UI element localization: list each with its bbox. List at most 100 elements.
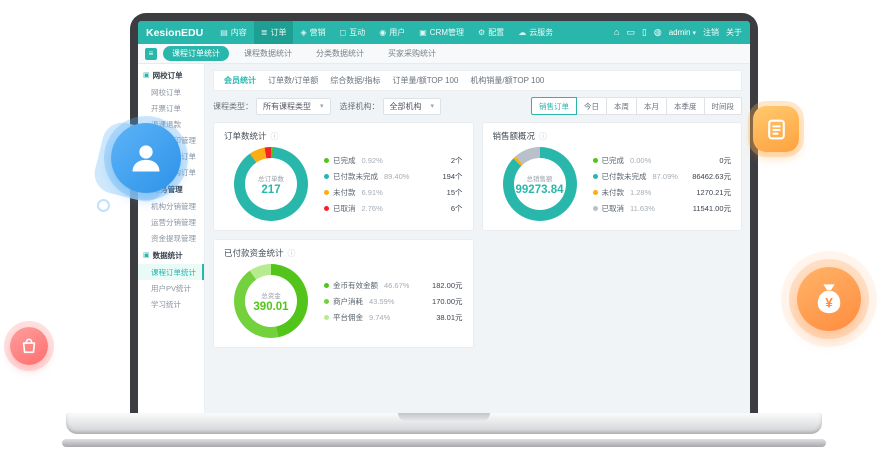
sidebar-item[interactable]: 开票订单 — [151, 103, 181, 113]
content-tab-4[interactable]: 订单量/额TOP 100 — [392, 76, 459, 85]
info-icon[interactable]: ⓘ — [270, 131, 279, 141]
legend-percent: 11.63% — [630, 203, 655, 213]
info-icon[interactable]: ⓘ — [539, 131, 548, 141]
legend-value: 38.01元 — [436, 312, 463, 322]
donut-center-label: 总资金 — [261, 292, 281, 300]
filter-row: 课程类型： 所有课程类型 ▾ 选择机构： 全部机构 ▾ 销售订单 今日 本周 本月 本季… — [213, 97, 742, 115]
donut-center-label: 总订单数 — [258, 175, 284, 183]
logout-link[interactable]: 注销 — [703, 28, 719, 37]
content-tab-3[interactable]: 综合数据/指标 — [330, 76, 381, 85]
info-icon[interactable]: ⓘ — [287, 248, 296, 258]
tab-1[interactable]: 课程订单统计 — [163, 46, 229, 61]
legend-percent: 89.40% — [384, 171, 410, 181]
range-button-4[interactable]: 本月 — [636, 97, 667, 115]
sidebar-item[interactable]: 机构分销管理 — [151, 201, 196, 211]
marketing-icon: ◈ — [300, 28, 307, 37]
sidebar-item[interactable]: 学习统计 — [151, 299, 181, 309]
course-type-select[interactable]: 所有课程类型 ▾ — [256, 97, 331, 115]
legend-percent: 46.67% — [384, 280, 410, 290]
legend-value: 182.00元 — [432, 280, 463, 290]
app-icon[interactable]: ◍ — [653, 27, 662, 37]
nav-item-3[interactable]: ◈ 营销 — [293, 21, 332, 44]
legend-percent: 87.09% — [652, 171, 678, 181]
legend-dot — [324, 173, 329, 179]
legend-dot — [324, 189, 329, 195]
legend-value: 2个 — [450, 155, 463, 165]
nav-item-4[interactable]: ◻ 互动 — [333, 21, 373, 44]
mobile-icon[interactable]: ▯ — [641, 27, 647, 37]
legend-dot — [324, 282, 329, 288]
collapse-sidebar-button[interactable]: ≡ — [145, 47, 157, 60]
sidebar-item[interactable]: 课程订单统计 — [138, 264, 204, 280]
nav-item-7[interactable]: ⚙ 配置 — [471, 21, 511, 44]
legend-percent: 0.92% — [361, 155, 383, 165]
org-select[interactable]: 全部机构 ▾ — [382, 97, 442, 115]
document-icon — [767, 119, 785, 139]
settings-icon: ⚙ — [478, 28, 486, 37]
range-button-2[interactable]: 今日 — [576, 97, 607, 115]
nav-item-6[interactable]: ▣ CRM管理 — [412, 21, 471, 44]
user-icon: ◉ — [379, 28, 387, 37]
monitor-icon[interactable]: ▭ — [626, 27, 635, 37]
home-icon[interactable]: ⌂ — [613, 27, 620, 37]
tab-3[interactable]: 分类数据统计 — [316, 49, 364, 58]
order-count-card: 订单数统计 ⓘ 总订单数 217 已完成 0.92% 2 — [213, 122, 474, 231]
range-button-3[interactable]: 本周 — [606, 97, 637, 115]
legend-label: 已取消 — [333, 203, 356, 213]
legend-row: 已付款未完成 87.09% 86462.63元 — [592, 171, 731, 182]
legend-dot — [324, 205, 329, 211]
page-tabbar: ≡ 课程订单统计 课程数据统计 分类数据统计 买家采购统计 — [138, 44, 750, 64]
nav-right: ⌂ ▭ ▯ ◍ admin ▾ 注销 关于 — [614, 27, 742, 38]
nav-item-1[interactable]: ▤ 内容 — [213, 21, 254, 44]
top-navbar: KesionEDU ▤ 内容 ≣ 订单 ◈ 营销 ◻ 互动 ◉ 用户 ▣ CRM管理 ⚙ 配置 ☁ 云服务 ⌂… — [138, 21, 750, 44]
legend-row: 已完成 0.00% 0元 — [592, 155, 731, 166]
legend-percent: 9.74% — [369, 312, 391, 322]
legend-dot — [592, 189, 598, 195]
content-tab-1[interactable]: 会员统计 — [224, 76, 256, 85]
donut-chart: 总资金 390.01 — [234, 264, 308, 338]
legend-dot — [592, 205, 598, 211]
legend-label: 已完成 — [333, 155, 356, 165]
sidebar-item[interactable]: 运营分销管理 — [151, 217, 196, 227]
sidebar-section-header[interactable]: ▣ 网校订单 — [138, 66, 204, 84]
sidebar-item[interactable]: 退课退款 — [151, 119, 181, 129]
nav-item-8[interactable]: ☁ 云服务 — [511, 21, 560, 44]
nav-item-5[interactable]: ◉ 用户 — [372, 21, 412, 44]
content-icon: ▤ — [220, 28, 228, 37]
range-button-5[interactable]: 本季度 — [666, 97, 705, 115]
legend-label: 商户消耗 — [333, 296, 363, 306]
nav-item-label: 订单 — [270, 28, 287, 37]
sidebar-item[interactable]: 用户PV统计 — [151, 283, 192, 293]
sidebar-item[interactable]: 资金提现管理 — [151, 233, 196, 243]
legend-dot — [592, 157, 598, 163]
legend-label: 已取消 — [601, 203, 625, 213]
nav-item-2[interactable]: ≣ 订单 — [253, 21, 294, 44]
sidebar-section-label: 财务管理 — [152, 184, 183, 194]
sidebar-section-label: 网校订单 — [152, 70, 183, 80]
legend-row: 商户消耗 43.59% 170.00元 — [324, 296, 463, 307]
legend-percent: 0.00% — [630, 155, 652, 165]
user-menu[interactable]: admin ▾ — [669, 28, 696, 37]
card-title: 销售额概况 — [492, 131, 536, 141]
org-label: 选择机构： — [339, 101, 380, 111]
floating-user-badge — [106, 118, 186, 198]
content-tab-2[interactable]: 订单数/订单额 — [268, 76, 319, 85]
about-link[interactable]: 关于 — [726, 28, 742, 37]
content-tab-5[interactable]: 机构销量/额TOP 100 — [470, 76, 545, 85]
card-title: 已付款资金统计 — [224, 248, 284, 258]
legend-percent: 43.59% — [369, 296, 395, 306]
tab-2[interactable]: 课程数据统计 — [244, 49, 292, 58]
legend-row: 已完成 0.92% 2个 — [324, 155, 463, 166]
chart-legend: 已完成 0.00% 0元 已付款未完成 87.09% 86462.63元 未付款 1.28% 1… — [592, 150, 731, 219]
stat-cards: 订单数统计 ⓘ 总订单数 217 已完成 0.92% 2 — [213, 122, 742, 348]
tab-4[interactable]: 买家采购统计 — [388, 49, 436, 58]
legend-value: 170.00元 — [432, 296, 463, 306]
sidebar-item[interactable]: 网校订单 — [151, 87, 181, 97]
legend-percent: 1.28% — [630, 187, 652, 197]
person-icon — [132, 145, 160, 172]
decor-ring — [97, 199, 110, 212]
range-button-6[interactable]: 时间段 — [703, 97, 742, 115]
range-button-1[interactable]: 销售订单 — [531, 97, 577, 115]
sidebar-section-header[interactable]: ▣ 数据统计 — [138, 246, 204, 264]
